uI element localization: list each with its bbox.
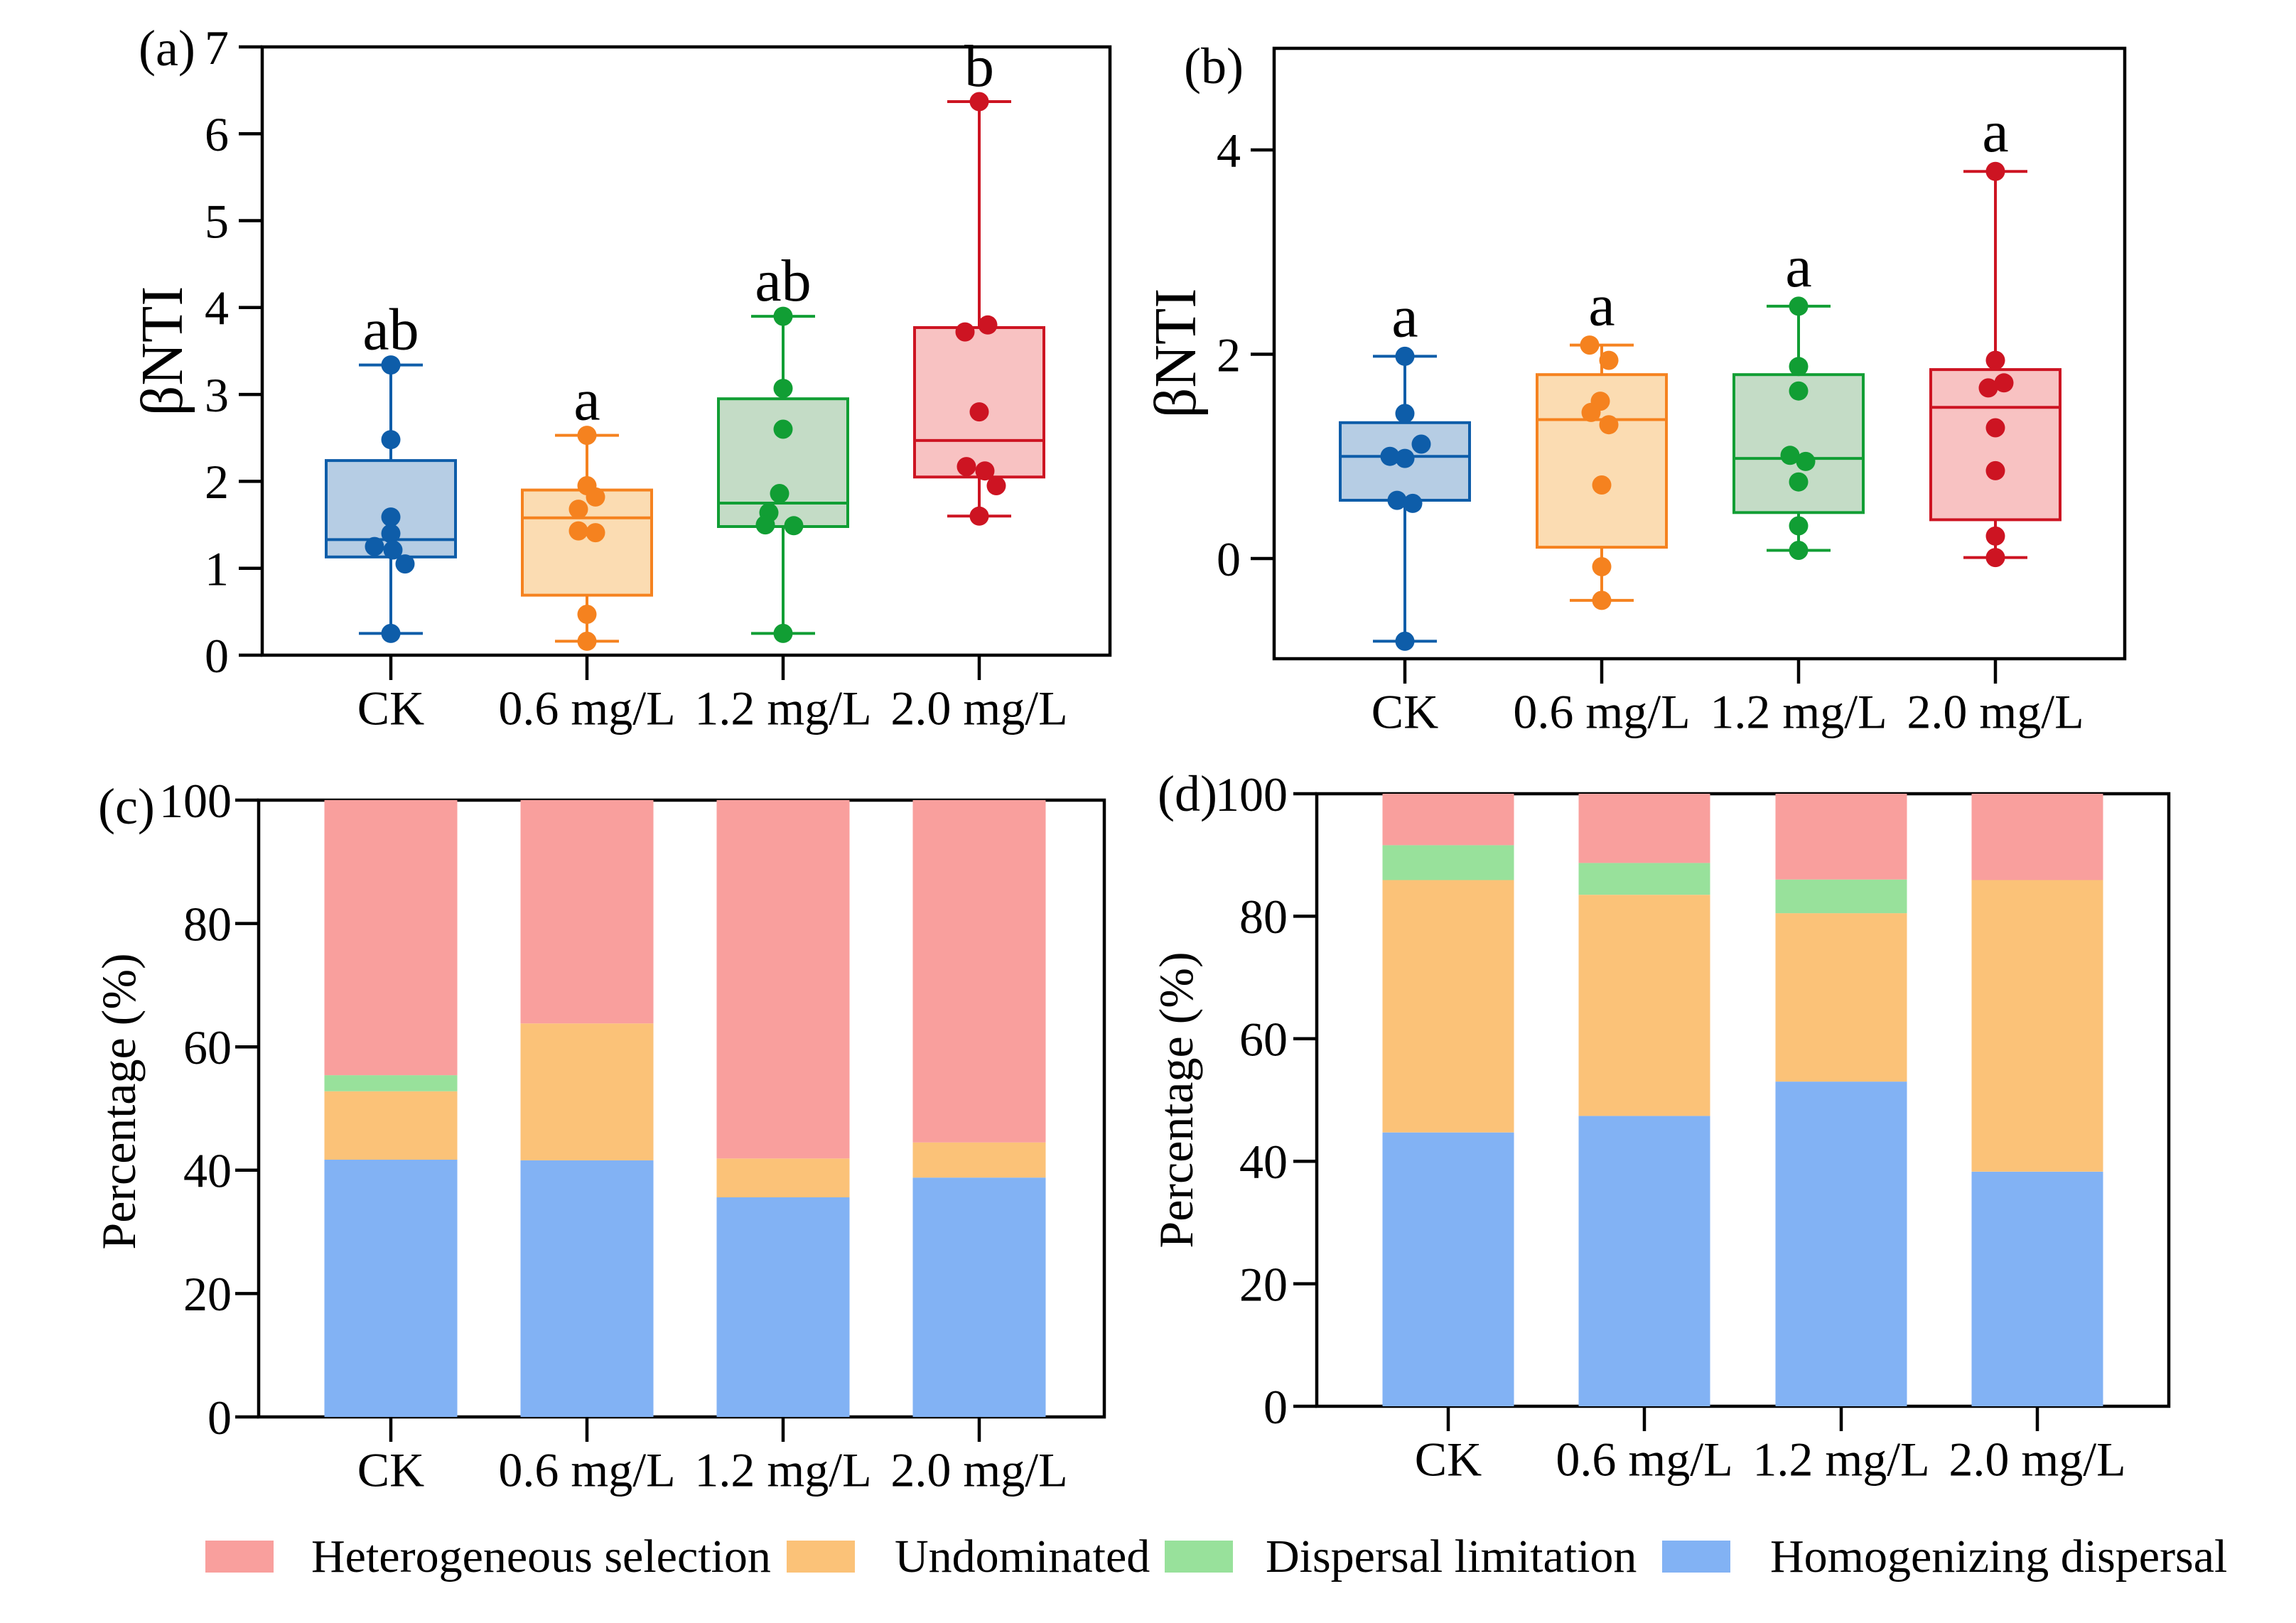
svg-text:Dispersal limitation: Dispersal limitation bbox=[1266, 1531, 1637, 1582]
svg-text:20: 20 bbox=[1239, 1257, 1288, 1311]
svg-text:2.0 mg/L: 2.0 mg/L bbox=[890, 681, 1067, 735]
svg-text:a: a bbox=[1982, 99, 2008, 165]
svg-text:CK: CK bbox=[357, 681, 424, 735]
svg-text:40: 40 bbox=[1239, 1135, 1288, 1189]
svg-text:3: 3 bbox=[205, 368, 229, 422]
svg-text:1.2 mg/L: 1.2 mg/L bbox=[1752, 1433, 1929, 1487]
svg-text:Percentage (%): Percentage (%) bbox=[1149, 951, 1203, 1248]
svg-text:100: 100 bbox=[1215, 767, 1288, 821]
svg-text:1.2 mg/L: 1.2 mg/L bbox=[1710, 685, 1887, 739]
svg-text:a: a bbox=[1588, 273, 1615, 339]
svg-text:5: 5 bbox=[205, 194, 229, 248]
svg-text:(d): (d) bbox=[1158, 765, 1217, 822]
svg-text:(c): (c) bbox=[98, 778, 155, 835]
svg-text:100: 100 bbox=[159, 774, 232, 828]
svg-text:CK: CK bbox=[1371, 685, 1438, 739]
svg-text:1.2 mg/L: 1.2 mg/L bbox=[694, 681, 871, 735]
svg-text:60: 60 bbox=[183, 1020, 232, 1074]
svg-text:0: 0 bbox=[205, 629, 229, 683]
svg-text:Homogenizing dispersal: Homogenizing dispersal bbox=[1770, 1531, 2227, 1582]
svg-text:6: 6 bbox=[205, 107, 229, 161]
svg-text:a: a bbox=[1391, 284, 1418, 350]
svg-text:40: 40 bbox=[183, 1144, 232, 1198]
svg-text:2.0 mg/L: 2.0 mg/L bbox=[890, 1443, 1067, 1497]
svg-text:4: 4 bbox=[205, 281, 229, 335]
svg-text:7: 7 bbox=[205, 21, 229, 75]
svg-text:2.0 mg/L: 2.0 mg/L bbox=[1907, 685, 2084, 739]
svg-text:0.6 mg/L: 0.6 mg/L bbox=[498, 1443, 675, 1497]
svg-text:b: b bbox=[964, 33, 994, 99]
svg-text:4: 4 bbox=[1217, 124, 1241, 178]
svg-text:0: 0 bbox=[1263, 1380, 1288, 1434]
svg-text:βNTI: βNTI bbox=[129, 286, 195, 416]
svg-text:Heterogeneous selection: Heterogeneous selection bbox=[311, 1531, 771, 1582]
svg-text:80: 80 bbox=[1239, 890, 1288, 944]
svg-text:0: 0 bbox=[207, 1391, 232, 1445]
svg-text:a: a bbox=[573, 367, 600, 433]
svg-text:2: 2 bbox=[1217, 328, 1241, 382]
svg-text:2: 2 bbox=[205, 455, 229, 509]
svg-text:a: a bbox=[1785, 234, 1811, 300]
svg-text:0.6 mg/L: 0.6 mg/L bbox=[1556, 1433, 1732, 1487]
svg-text:(b): (b) bbox=[1184, 38, 1244, 95]
svg-text:ab: ab bbox=[755, 248, 811, 314]
svg-text:CK: CK bbox=[357, 1443, 424, 1497]
svg-text:80: 80 bbox=[183, 897, 232, 951]
svg-text:0.6 mg/L: 0.6 mg/L bbox=[1513, 685, 1690, 739]
svg-text:60: 60 bbox=[1239, 1013, 1288, 1067]
svg-text:20: 20 bbox=[183, 1267, 232, 1321]
svg-text:ab: ab bbox=[362, 297, 419, 363]
svg-text:1.2 mg/L: 1.2 mg/L bbox=[694, 1443, 871, 1497]
svg-text:Percentage (%): Percentage (%) bbox=[92, 953, 146, 1249]
svg-text:βNTI: βNTI bbox=[1143, 289, 1209, 419]
svg-text:2.0 mg/L: 2.0 mg/L bbox=[1949, 1433, 2125, 1487]
svg-text:0.6 mg/L: 0.6 mg/L bbox=[498, 681, 675, 735]
svg-text:1: 1 bbox=[205, 542, 229, 596]
svg-text:0: 0 bbox=[1217, 532, 1241, 586]
svg-text:CK: CK bbox=[1415, 1433, 1482, 1487]
svg-text:Undominated: Undominated bbox=[895, 1531, 1150, 1582]
svg-text:(a): (a) bbox=[139, 20, 195, 77]
